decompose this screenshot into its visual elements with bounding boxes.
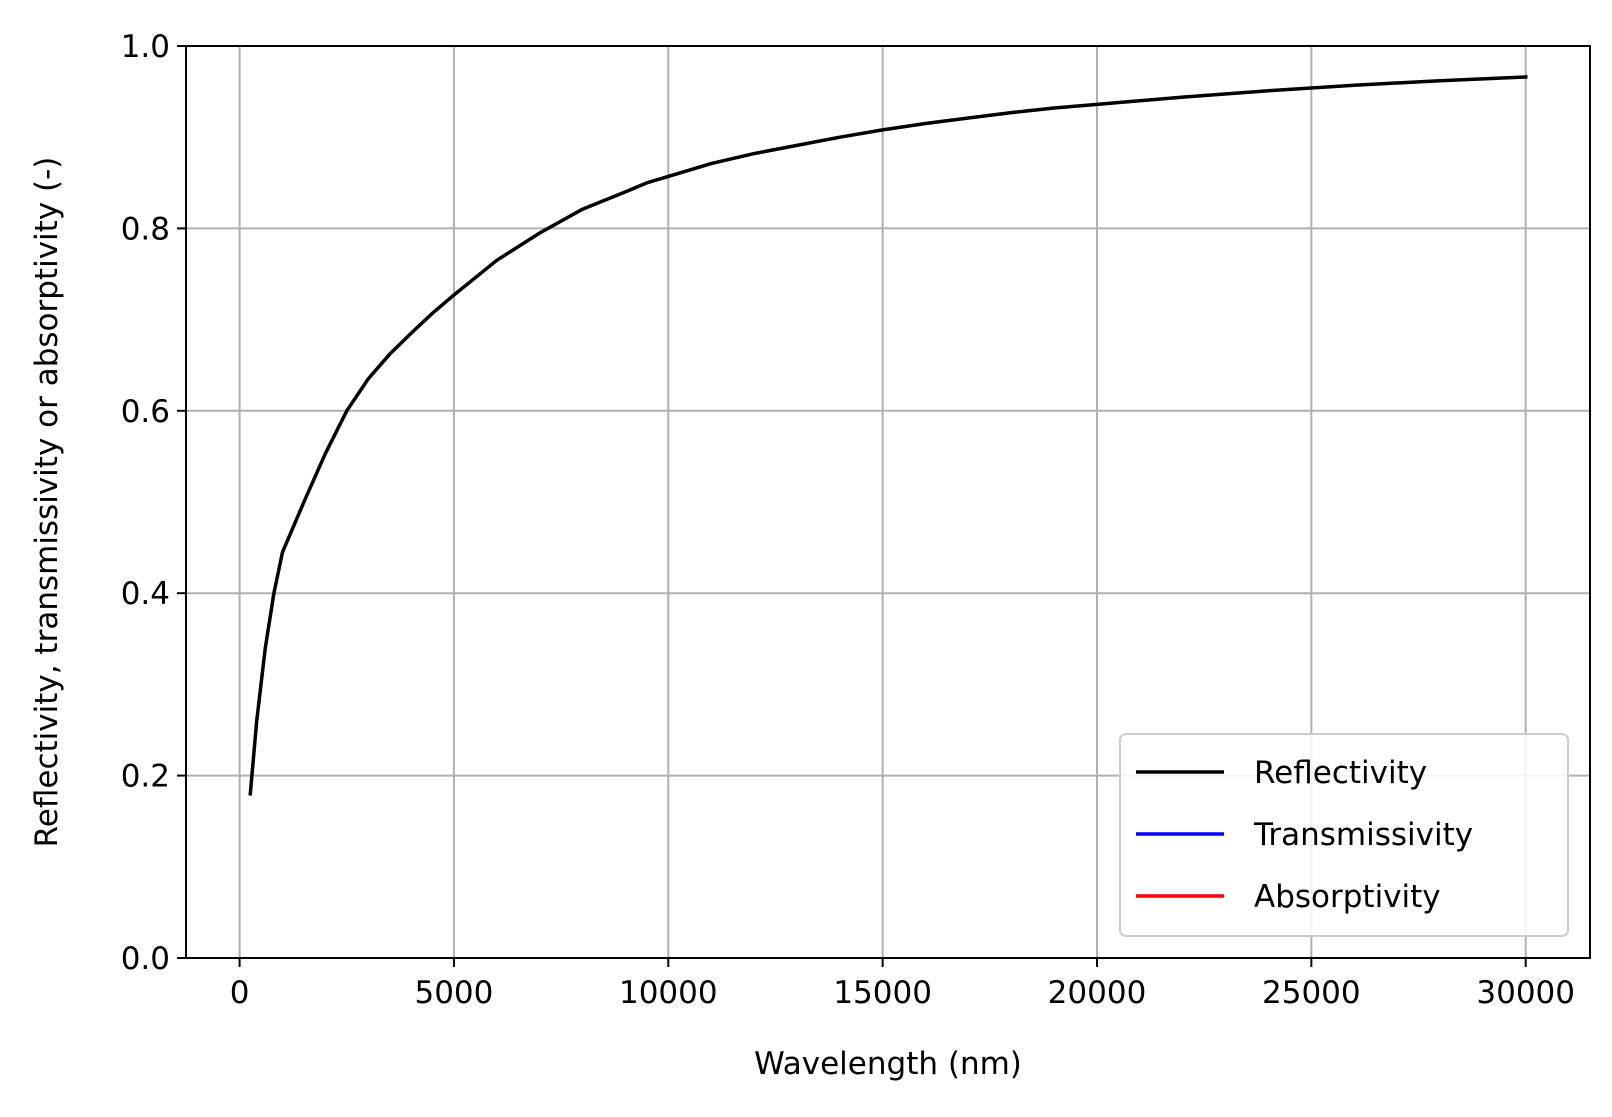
- x-tick-label: 25000: [1262, 975, 1361, 1011]
- y-axis-label: Reflectivity, transmissivity or absorpti…: [29, 157, 65, 848]
- legend: Reflectivity Transmissivity Absorptivity: [1119, 733, 1569, 937]
- y-tick-label: 0.2: [121, 759, 170, 795]
- x-tick-label: 15000: [833, 975, 932, 1011]
- legend-label-absorptivity: Absorptivity: [1254, 879, 1441, 915]
- tick-layer: 0 5000 10000 15000 20000 25000 30000 0.0 0.2 0.4 0…: [121, 29, 1575, 1011]
- x-tick-label: 10000: [619, 975, 718, 1011]
- legend-label-reflectivity: Reflectivity: [1254, 755, 1427, 791]
- series-layer: [248, 75, 1528, 796]
- x-axis-label: Wavelength (nm): [754, 1046, 1022, 1082]
- y-tick-label: 0.6: [121, 394, 170, 430]
- x-tick-label: 20000: [1048, 975, 1147, 1011]
- x-tick-label: 5000: [414, 975, 493, 1011]
- y-tick-label: 0.0: [121, 941, 170, 977]
- x-tick-label: 0: [230, 975, 250, 1011]
- y-tick-label: 1.0: [121, 29, 170, 65]
- y-tick-label: 0.4: [121, 576, 170, 612]
- legend-box: [1119, 733, 1569, 937]
- x-tick-label: 30000: [1476, 975, 1575, 1011]
- series-line-reflectivity: [248, 75, 1528, 796]
- legend-label-transmissivity: Transmissivity: [1253, 817, 1473, 853]
- y-tick-label: 0.8: [121, 211, 170, 247]
- plot-frame: [185, 45, 1591, 959]
